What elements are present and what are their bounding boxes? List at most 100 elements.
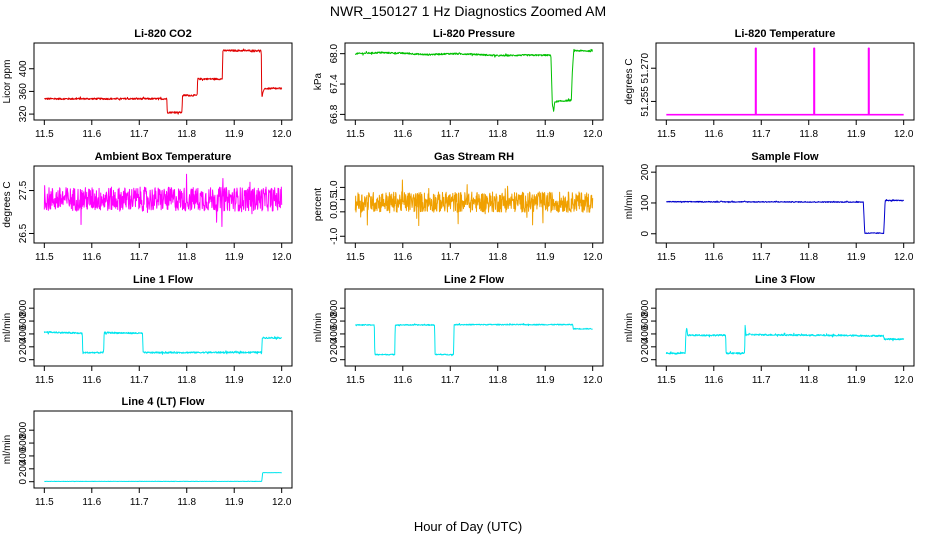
panel-sample: Sample Flow ml/min 11.5 11.6 11.7 11.8 11.9 12.… — [624, 151, 915, 263]
y-tick-label: 0 — [18, 356, 29, 362]
y-tick-label: 800 — [640, 299, 651, 316]
panel-pressure: Li-820 Pressure kPa 11.5 11.6 11.7 11.8 11.9 12… — [313, 28, 604, 140]
series-line — [44, 48, 283, 115]
x-tick-label: 11.7 — [130, 375, 149, 386]
plot-frame — [655, 42, 915, 121]
figure-x-label: Hour of Day (UTC) — [414, 519, 522, 534]
panel-ambient: Ambient Box Temperature degrees C 11.5 11.6… — [2, 151, 293, 263]
x-tick-label: 11.7 — [752, 375, 771, 386]
panel-line3: Line 3 Flow ml/min 11.5 11.6 11.7 11.8 11.9 12.… — [624, 274, 915, 386]
y-tick-label: 51.255 — [640, 86, 651, 117]
y-tick-label: 1.0 — [329, 180, 340, 194]
plot-frame — [33, 42, 293, 121]
x-tick-label: 12.0 — [894, 252, 914, 263]
x-tick-label: 11.5 — [35, 497, 54, 508]
x-tick-label: 11.9 — [536, 129, 555, 140]
series-line — [43, 330, 282, 355]
x-tick-label: 11.9 — [225, 497, 244, 508]
y-tick-label: 67.4 — [329, 74, 340, 94]
y-axis-label: Licor ppm — [2, 60, 13, 104]
panel-title: Sample Flow — [751, 151, 819, 163]
x-tick-label: 11.5 — [657, 129, 676, 140]
y-tick-label: 320 — [18, 105, 29, 122]
panel-title: Line 1 Flow — [133, 274, 193, 286]
y-tick-label: 0 — [329, 356, 340, 362]
x-tick-label: 11.9 — [536, 252, 555, 263]
x-tick-label: 11.7 — [130, 497, 149, 508]
x-tick-label: 11.9 — [847, 375, 866, 386]
y-tick-label: 68.0 — [329, 44, 340, 64]
y-tick-label: 200 — [640, 338, 651, 355]
series-line — [354, 179, 594, 227]
y-tick-label: 0 — [640, 231, 651, 237]
y-tick-label: 400 — [329, 325, 340, 342]
x-tick-label: 12.0 — [272, 375, 292, 386]
y-tick-label: 800 — [18, 299, 29, 316]
y-axis-label: ml/min — [2, 435, 13, 464]
y-tick-label: 26.5 — [18, 223, 29, 243]
panel-title: Li-820 Temperature — [735, 28, 836, 40]
panel-title: Gas Stream RH — [434, 151, 514, 163]
x-tick-label: 11.6 — [82, 252, 101, 263]
x-tick-label: 11.7 — [441, 129, 460, 140]
y-tick-label: 200 — [329, 338, 340, 355]
x-tick-label: 11.8 — [177, 375, 196, 386]
y-tick-label: 51.270 — [640, 52, 651, 83]
panel-line2: Line 2 Flow ml/min 11.5 11.6 11.7 11.8 11.9 12.… — [313, 274, 604, 386]
x-tick-label: 11.7 — [441, 375, 460, 386]
panel-temperature: Li-820 Temperature degrees C 11.5 11.6 11.7 1… — [624, 28, 915, 140]
y-axis-label: percent — [313, 188, 324, 222]
x-tick-label: 12.0 — [583, 375, 603, 386]
x-tick-label: 11.7 — [130, 129, 149, 140]
x-tick-label: 11.6 — [82, 497, 101, 508]
series-line — [44, 472, 282, 483]
x-tick-label: 11.7 — [441, 252, 460, 263]
x-tick-label: 11.9 — [847, 252, 866, 263]
y-tick-label: 200 — [640, 163, 651, 180]
y-axis-label: kPa — [313, 72, 324, 90]
x-tick-label: 11.8 — [799, 375, 818, 386]
y-tick-label: -1.0 — [329, 227, 340, 245]
y-tick-label: 200 — [18, 460, 29, 477]
plot-frame — [344, 42, 604, 121]
y-tick-label: 600 — [640, 312, 651, 329]
panel-co2: Li-820 CO2 Licor ppm 11.5 11.6 11.7 11.8 11.9 1… — [2, 28, 293, 140]
x-tick-label: 11.5 — [657, 252, 676, 263]
series-line — [666, 47, 904, 116]
x-tick-label: 11.8 — [488, 129, 507, 140]
panel-title: Li-820 Pressure — [433, 28, 515, 40]
panel-line4: Line 4 (LT) Flow ml/min 11.5 11.6 11.7 11.8 11… — [2, 396, 293, 508]
x-tick-label: 11.8 — [488, 252, 507, 263]
plot-frame — [33, 165, 293, 244]
y-tick-label: 400 — [640, 325, 651, 342]
plot-frame — [33, 288, 293, 367]
x-tick-label: 11.6 — [393, 252, 412, 263]
x-tick-label: 11.9 — [536, 375, 555, 386]
x-tick-label: 11.9 — [225, 252, 244, 263]
plot-frame — [655, 165, 915, 244]
x-tick-label: 11.8 — [799, 129, 818, 140]
x-tick-label: 11.9 — [225, 375, 244, 386]
x-tick-label: 11.9 — [225, 129, 244, 140]
x-tick-label: 11.6 — [704, 375, 723, 386]
series-line — [665, 198, 905, 235]
plot-frame — [344, 288, 604, 367]
series-line — [354, 322, 593, 357]
y-tick-label: 0.0 — [329, 204, 340, 218]
x-tick-label: 11.6 — [704, 252, 723, 263]
y-tick-label: 600 — [18, 434, 29, 451]
y-tick-label: 0 — [640, 356, 651, 362]
panel-title: Line 3 Flow — [755, 274, 815, 286]
x-tick-label: 11.8 — [488, 375, 507, 386]
panel-rh: Gas Stream RH percent 11.5 11.6 11.7 11.8 11.9… — [313, 151, 604, 263]
x-tick-label: 11.6 — [82, 129, 101, 140]
x-tick-label: 11.5 — [35, 375, 54, 386]
y-tick-label: 600 — [18, 312, 29, 329]
x-tick-label: 11.6 — [704, 129, 723, 140]
x-tick-label: 11.5 — [35, 252, 54, 263]
x-tick-label: 12.0 — [894, 129, 914, 140]
y-axis-label: ml/min — [624, 190, 635, 219]
x-tick-label: 11.5 — [657, 375, 676, 386]
x-tick-label: 11.5 — [346, 129, 365, 140]
